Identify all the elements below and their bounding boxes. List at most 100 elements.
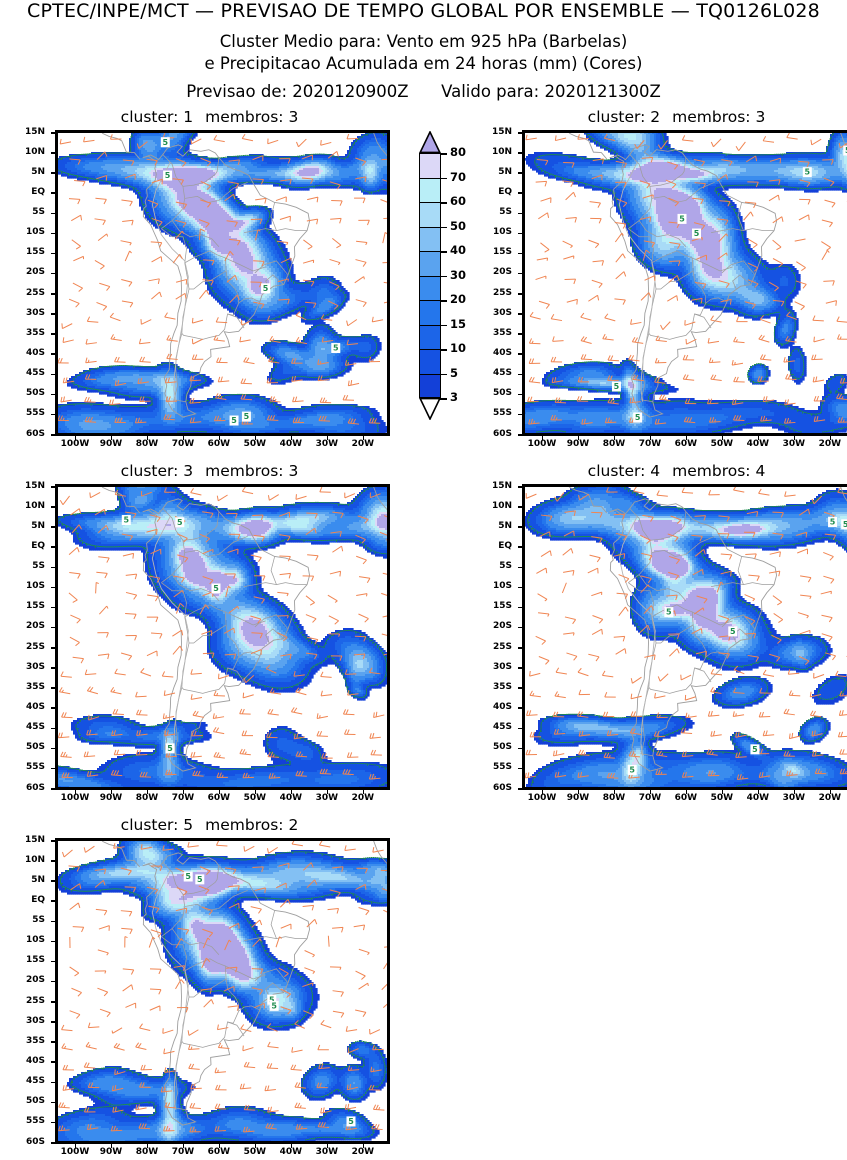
subtitle-line-1: Cluster Medio para: Vento em 925 hPa (Ba… [219,31,628,51]
y-axis-label: 15S [492,247,512,258]
cluster-panel-4: cluster: 4 membros: 4 15N 10N 5N EQ 5S 10S 15S 20… [490,462,847,806]
x-axis-label: 100W [527,439,557,449]
x-axis-tick [721,789,724,794]
cluster-panel-1: cluster: 1 membros: 3 15N 10N 5N EQ 5S 10S 15S 20… [23,108,396,452]
x-axis-label: 100W [60,1147,90,1157]
map-frame [55,838,390,1144]
y-axis-tick [51,860,56,862]
cluster-members-label: membros: 2 [205,816,299,834]
y-axis-label: 35S [492,681,512,692]
x-axis-label: 80W [135,1147,159,1157]
y-axis-label: 50S [25,742,45,753]
y-axis-label: 40S [492,347,512,358]
cluster-panel-title: cluster: 4 membros: 4 [490,462,847,480]
x-axis-tick [829,435,832,440]
y-axis-label: 15N [491,480,512,491]
y-axis-label: 15N [24,834,45,845]
x-axis-tick [577,435,580,440]
x-axis-tick [110,1143,113,1148]
y-axis-label: 60S [25,1136,45,1147]
precipitation-wind-map [57,486,388,788]
x-axis-label: 40W [746,793,770,803]
y-axis-tick [51,192,56,194]
x-axis-tick [649,789,652,794]
cluster-panel-2: cluster: 2 membros: 3 15N 10N 5N EQ 5S 10S 15S 20… [490,108,847,452]
y-axis-label: 55S [492,762,512,773]
x-axis-label: 50W [243,439,267,449]
y-axis-tick [518,727,523,730]
y-axis-tick [51,1121,56,1124]
y-axis-label: 55S [25,408,45,419]
colorbar-tick-label: 70 [450,169,467,184]
y-axis-label: 10S [25,227,45,238]
y-axis-tick [51,506,56,508]
x-axis-tick [254,435,257,440]
y-axis-tick [51,1081,56,1084]
y-axis-tick [51,546,56,548]
cluster-number-label: cluster: 5 [120,816,194,834]
y-axis-label: 30S [492,661,512,672]
y-axis-tick [51,920,56,923]
colorbar-tick-label: 80 [450,145,467,159]
cluster-number-label: cluster: 3 [120,462,194,480]
y-axis-label: 50S [492,742,512,753]
colorbar-band [419,324,441,349]
x-axis-label: 100W [60,439,90,449]
y-axis-tick [51,586,56,589]
x-axis-tick [613,435,616,440]
y-axis-label: 40S [25,347,45,358]
y-axis-label: 45S [492,368,512,379]
y-axis-label: 15N [24,480,45,491]
cluster-panel-title: cluster: 2 membros: 3 [490,108,847,126]
y-axis-label: 15S [25,955,45,966]
y-axis-label: 20S [25,267,45,278]
y-axis-label: 25S [492,641,512,652]
colorbar-band [419,251,441,276]
y-axis-tick [51,393,56,396]
y-axis-tick [518,373,523,376]
x-axis-tick [362,435,365,440]
y-axis-tick [51,293,56,295]
y-axis-label: 5N [498,166,512,177]
y-axis-tick [51,727,56,730]
y-axis-tick [518,313,523,315]
x-axis-tick [290,1143,293,1148]
x-axis-label: 70W [638,793,662,803]
colorbar-tick-label: 20 [450,292,467,306]
y-axis-label: 35S [25,327,45,338]
colorbar-band [419,349,441,374]
y-axis-tick [518,172,523,174]
x-axis-label: 80W [135,793,159,803]
y-axis-tick [51,707,56,709]
y-axis-label: 5S [32,207,45,218]
cluster-members-label: membros: 3 [205,108,299,126]
colorbar-tick [440,324,447,327]
x-axis-label: 20W [818,439,842,449]
y-axis-label: 10N [24,500,45,511]
y-axis-tick [51,980,56,983]
colorbar-band [419,300,441,325]
y-axis-label: 55S [25,762,45,773]
y-axis-label: 60S [492,428,512,439]
y-axis-tick [518,192,523,194]
y-axis-label: 45S [492,722,512,733]
x-axis-tick [829,789,832,794]
y-axis-label: 5S [32,915,45,926]
y-axis-tick [51,960,56,963]
y-axis-label: 25S [492,287,512,298]
y-axis-label: 10S [25,935,45,946]
y-axis-tick [518,526,523,528]
y-axis-label: 55S [492,408,512,419]
x-axis-tick [793,789,796,794]
y-axis-tick [51,606,56,609]
x-axis-label: 70W [171,439,195,449]
y-axis-label: 10N [24,146,45,157]
x-axis-tick [146,435,149,440]
y-axis-label: 20S [492,267,512,278]
colorbar-tick-label: 3 [450,390,459,404]
x-axis-label: 80W [602,793,626,803]
y-axis-label: 35S [25,681,45,692]
y-axis-label: 40S [25,701,45,712]
y-axis-tick [51,272,56,275]
y-axis-tick [51,566,56,569]
